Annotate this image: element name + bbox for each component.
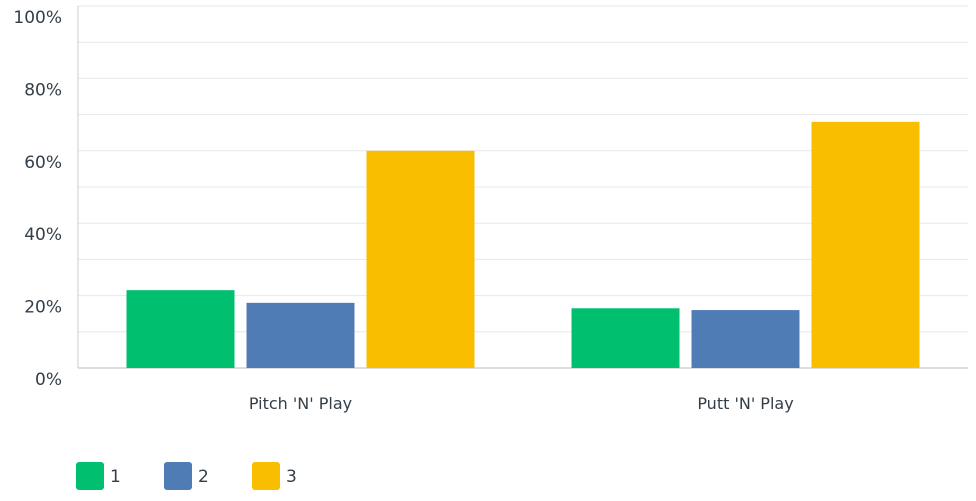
bar <box>126 290 235 368</box>
bar <box>811 121 920 368</box>
legend-swatch <box>164 462 192 490</box>
y-tick-label: 100% <box>13 8 62 28</box>
x-tick-labels: Pitch 'N' Play Putt 'N' Play <box>249 394 794 413</box>
legend-label: 3 <box>286 467 297 487</box>
bar <box>366 150 475 368</box>
legend-item: 1 <box>76 462 121 490</box>
legend: 1 2 3 <box>76 462 297 490</box>
y-tick-label: 40% <box>24 225 62 245</box>
legend-label: 2 <box>198 467 209 487</box>
y-tick-label: 0% <box>35 370 62 390</box>
x-tick-label: Pitch 'N' Play <box>249 394 352 413</box>
legend-label: 1 <box>110 467 121 487</box>
y-tick-label: 80% <box>24 80 62 100</box>
bars <box>126 121 920 368</box>
bar <box>691 310 800 368</box>
legend-swatch <box>252 462 280 490</box>
legend-item: 3 <box>252 462 297 490</box>
y-tick-label: 60% <box>24 153 62 173</box>
legend-swatch <box>76 462 104 490</box>
y-tick-labels: 0% 20% 40% 60% 80% 100% <box>13 8 62 390</box>
y-tick-label: 20% <box>24 298 62 318</box>
bar <box>571 308 680 368</box>
bar <box>246 302 355 368</box>
x-tick-label: Putt 'N' Play <box>697 394 793 413</box>
legend-item: 2 <box>164 462 209 490</box>
